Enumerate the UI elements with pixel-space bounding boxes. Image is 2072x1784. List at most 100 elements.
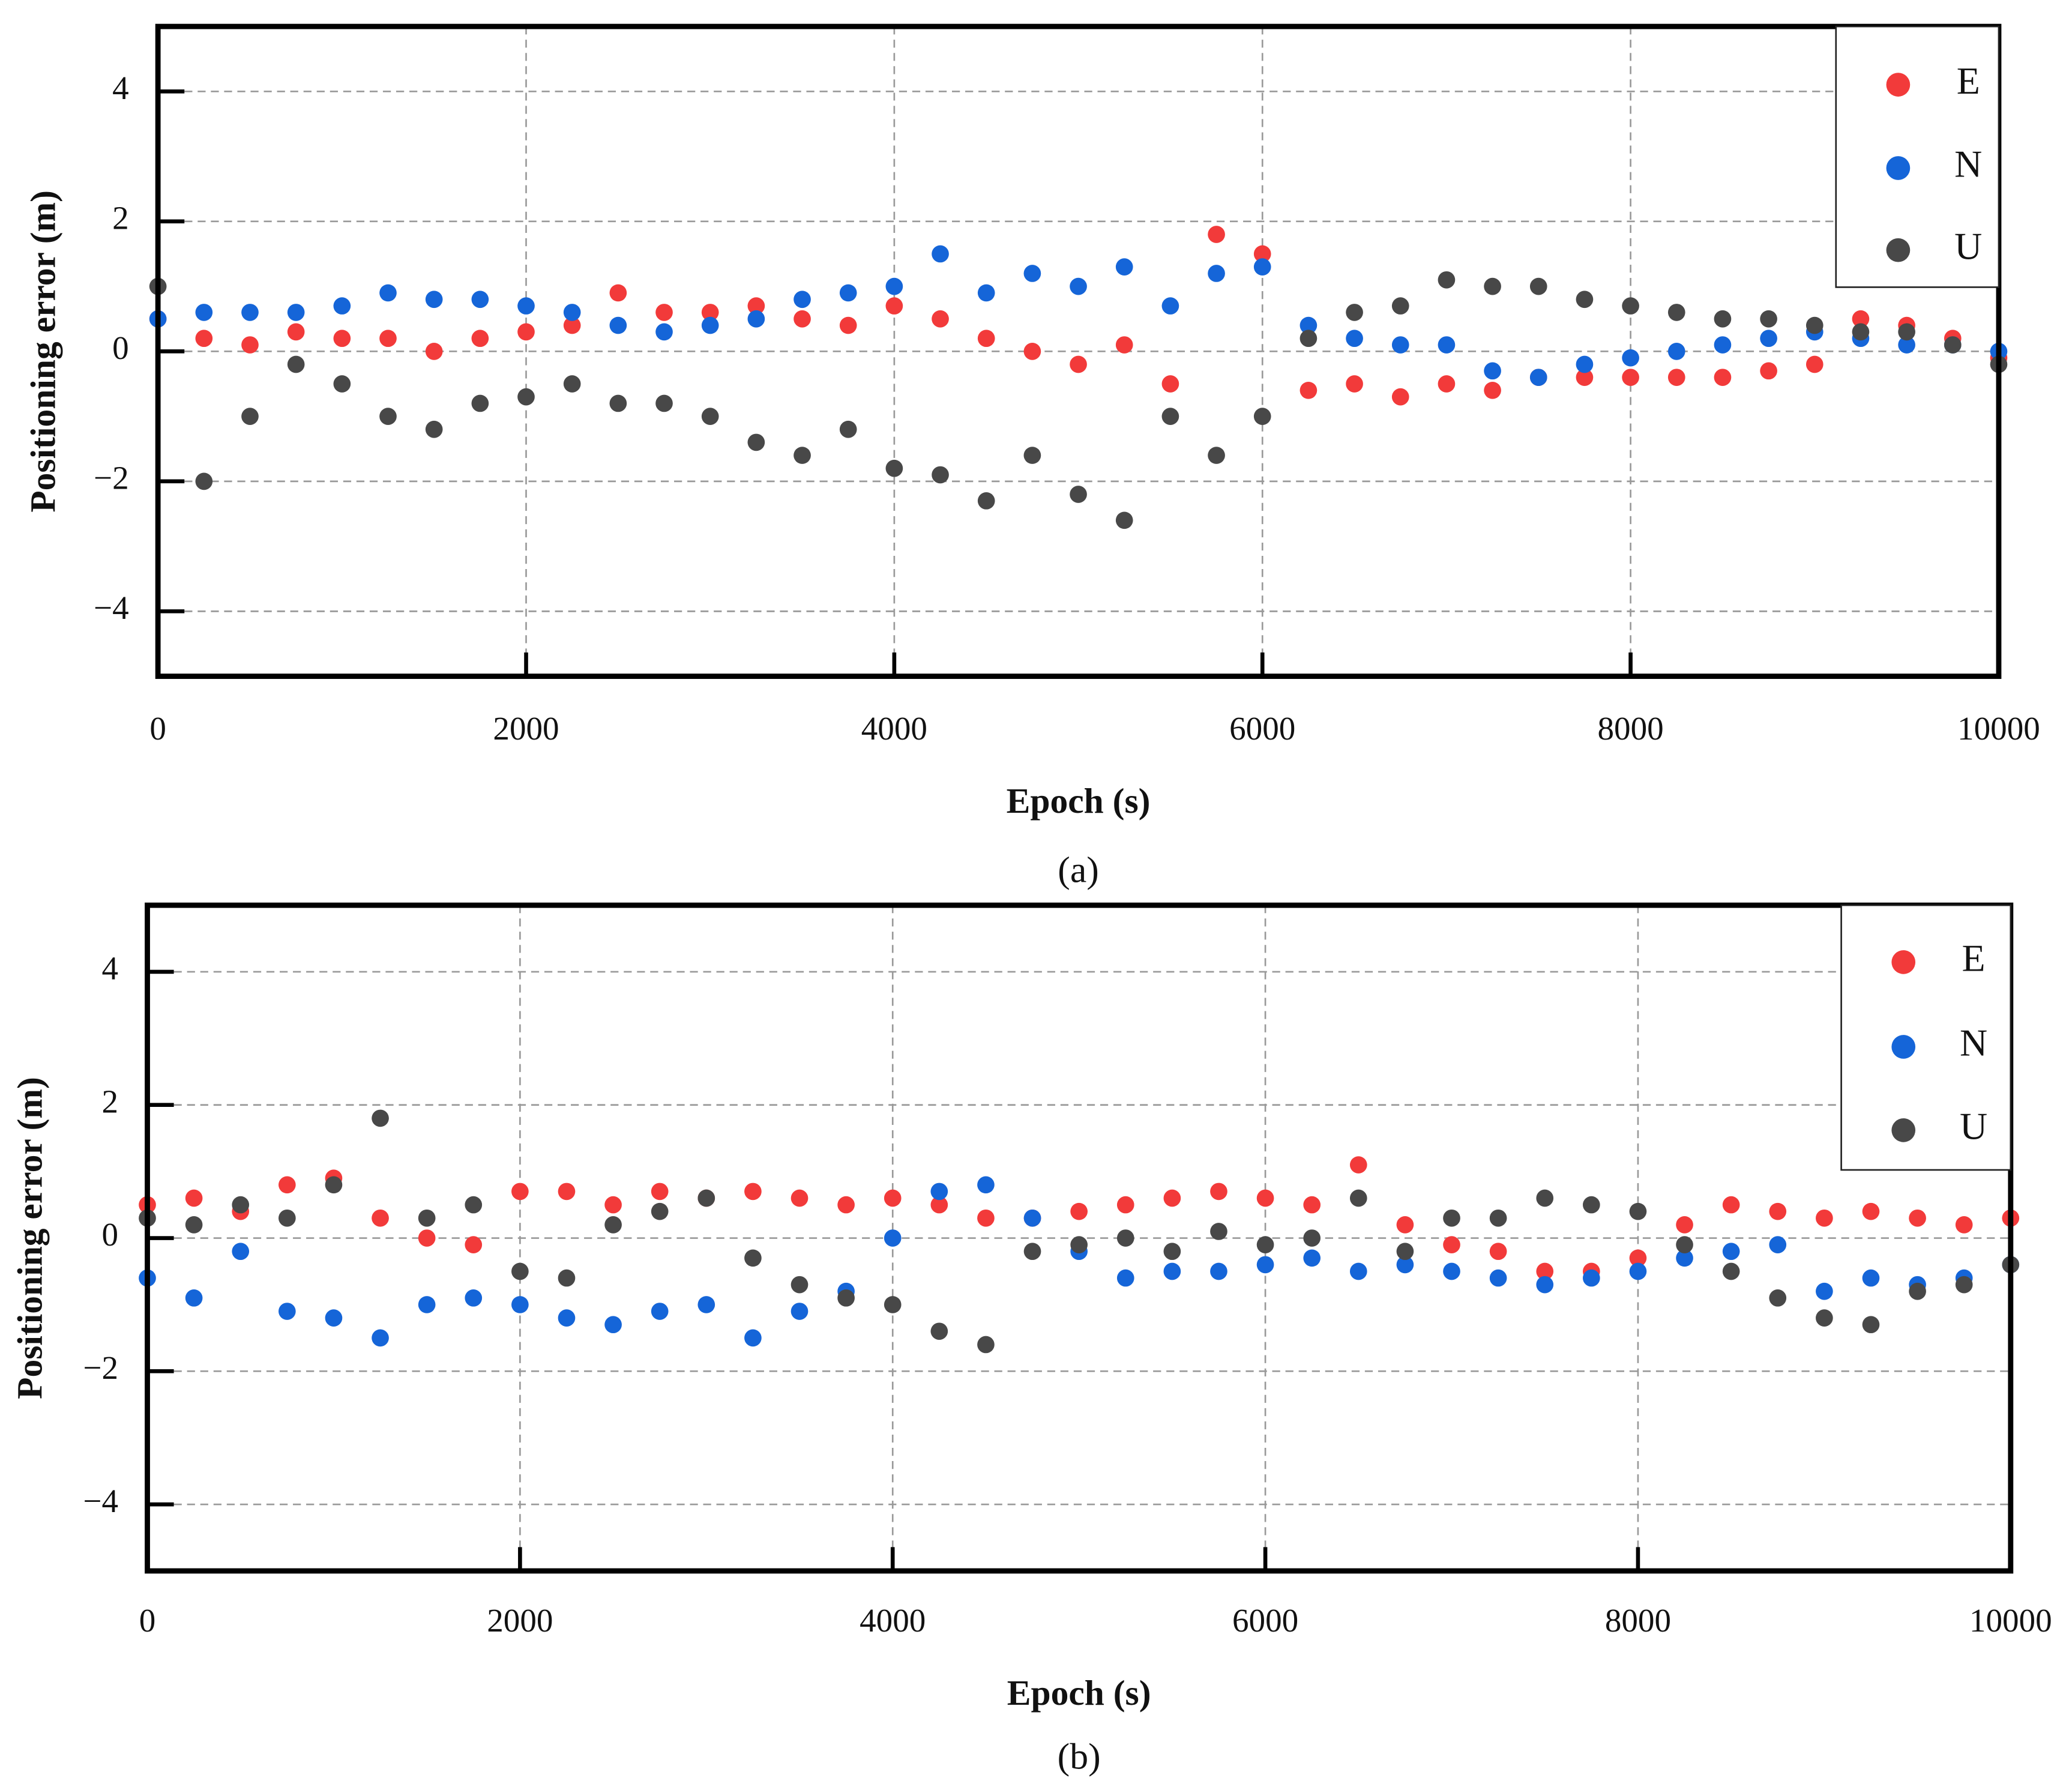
point: [1576, 355, 1594, 373]
point: [325, 1176, 343, 1194]
point: [791, 1276, 809, 1294]
point: [511, 1183, 529, 1201]
plot-frame: [145, 902, 2014, 1574]
point: [1583, 1269, 1600, 1287]
point: [1023, 265, 1041, 282]
point: [1484, 362, 1501, 380]
point: [1722, 1243, 1740, 1261]
point: [1070, 277, 1087, 295]
point: [1536, 1276, 1554, 1294]
point: [977, 1209, 995, 1227]
point: [1161, 375, 1179, 393]
point: [930, 1183, 948, 1201]
point: [563, 316, 581, 334]
point: [1349, 1156, 1367, 1174]
point: [558, 1183, 576, 1201]
point: [1629, 1262, 1647, 1280]
point: [1116, 1229, 1134, 1247]
y-tick-label: −4: [94, 589, 129, 626]
point: [885, 277, 903, 295]
point: [1391, 388, 1409, 406]
point: [1023, 1209, 1041, 1227]
point: [1300, 316, 1318, 334]
point: [977, 492, 995, 510]
point: [1396, 1256, 1414, 1274]
series: [139, 1176, 2020, 1347]
point: [1714, 310, 1732, 328]
point: [471, 330, 489, 348]
point: [1023, 343, 1041, 360]
point: [1769, 1202, 1787, 1220]
point: [1443, 1209, 1460, 1227]
point: [241, 408, 259, 425]
x-tick-label: 0: [139, 1602, 156, 1639]
point: [232, 1196, 250, 1214]
point: [1256, 1256, 1274, 1274]
point: [1115, 258, 1133, 276]
point: [1163, 1262, 1181, 1280]
point: [885, 459, 903, 477]
legend-label: E: [1957, 59, 1980, 102]
x-tick-label: 8000: [1597, 710, 1663, 747]
series: [139, 1109, 2020, 1354]
point: [1667, 304, 1685, 321]
point: [839, 420, 857, 438]
point: [1898, 336, 1915, 354]
point: [333, 297, 351, 315]
legend-marker: [1891, 1118, 1916, 1142]
point: [1955, 1216, 1973, 1234]
point: [1210, 1262, 1227, 1280]
point: [1667, 369, 1685, 386]
point: [791, 1189, 809, 1207]
point: [747, 297, 765, 315]
point: [1629, 1202, 1647, 1220]
x-tick-label: 8000: [1605, 1602, 1671, 1639]
point: [1210, 1183, 1227, 1201]
point: [697, 1296, 715, 1313]
point: [511, 1296, 529, 1313]
point: [232, 1243, 250, 1261]
point: [930, 1322, 948, 1340]
x-tick-label: 10000: [1969, 1602, 2052, 1639]
point: [1622, 349, 1639, 367]
point: [1805, 355, 1824, 373]
point: [747, 310, 765, 328]
point: [794, 291, 811, 309]
point: [325, 1309, 343, 1327]
point: [1862, 1269, 1880, 1287]
point: [609, 316, 627, 334]
point: [1760, 310, 1777, 328]
point: [651, 1303, 669, 1320]
point: [1676, 1249, 1693, 1267]
point: [1816, 1209, 1833, 1227]
point: [1300, 381, 1318, 399]
point: [1346, 330, 1363, 348]
point: [1536, 1262, 1554, 1280]
point: [1622, 297, 1639, 315]
point: [885, 297, 903, 315]
y-axis-title: Positioning error (m): [23, 190, 63, 513]
point: [558, 1269, 576, 1287]
point: [558, 1309, 576, 1327]
point: [1349, 1189, 1367, 1207]
point: [425, 420, 443, 438]
chart: −4 −2 0 2 4 0 2000 4000 6000 8000 10000 ENU Epoch (s…: [23, 23, 2040, 890]
point: [1484, 277, 1501, 295]
point: [418, 1296, 436, 1313]
legend-marker: [1886, 238, 1911, 262]
point: [1583, 1196, 1600, 1214]
point: [465, 1236, 483, 1253]
point: [1760, 330, 1777, 348]
point: [1862, 1202, 1880, 1220]
point: [1722, 1262, 1740, 1280]
point: [651, 1202, 669, 1220]
point: [1163, 1243, 1181, 1261]
point: [1070, 1202, 1088, 1220]
point: [1769, 1289, 1787, 1307]
point: [1714, 369, 1732, 386]
point: [1489, 1209, 1507, 1227]
point: [379, 284, 397, 302]
point: [932, 245, 949, 263]
x-tick-label: 6000: [1229, 710, 1295, 747]
series: [139, 1156, 2020, 1280]
